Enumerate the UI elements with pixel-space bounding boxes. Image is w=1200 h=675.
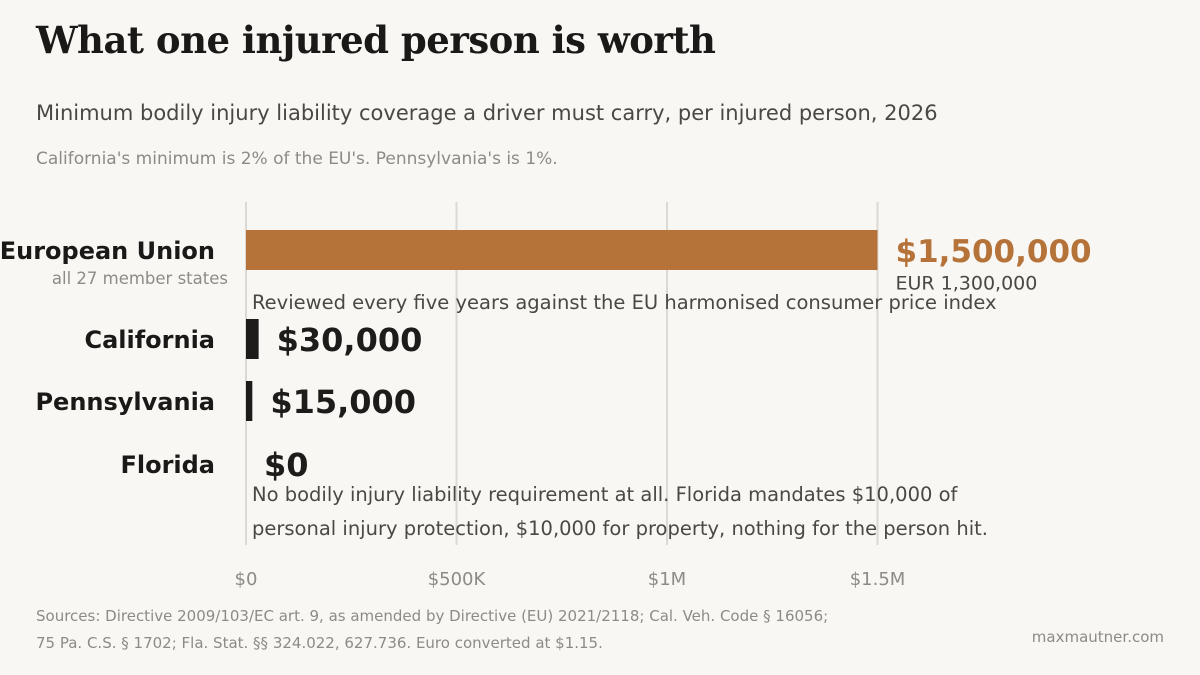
chart-title: What one injured person is worth xyxy=(36,18,716,62)
value-label: $0 xyxy=(264,446,309,484)
secondary-value-label: EUR 1,300,000 xyxy=(896,273,1038,295)
bar-chart: $0 $500K $1M $1.5M European Union all 27 memb… xyxy=(0,202,1092,590)
bar xyxy=(246,230,878,270)
x-tick-label: $0 xyxy=(235,569,258,590)
x-tick-label: $500K xyxy=(428,569,487,590)
chart-note: California's minimum is 2% of the EU's. … xyxy=(36,149,558,169)
value-label: $1,500,000 xyxy=(896,234,1092,270)
value-label: $30,000 xyxy=(277,321,423,359)
sources-footer: Sources: Directive 2009/103/EC art. 9, a… xyxy=(36,603,828,657)
annotation: personal injury protection, $10,000 for … xyxy=(252,517,988,540)
x-tick-label: $1.5M xyxy=(850,569,906,590)
category-label: Florida xyxy=(120,451,215,479)
sources-line-2: 75 Pa. C.S. § 1702; Fla. Stat. §§ 324.02… xyxy=(36,634,603,652)
category-label: California xyxy=(84,326,215,354)
bar xyxy=(246,319,259,359)
annotation: No bodily injury liability requirement a… xyxy=(252,483,959,506)
value-label: $15,000 xyxy=(270,383,416,421)
sources-line-1: Sources: Directive 2009/103/EC art. 9, a… xyxy=(36,607,829,625)
chart-subtitle: Minimum bodily injury liability coverage… xyxy=(36,101,938,125)
annotation: Reviewed every five years against the EU… xyxy=(252,291,997,314)
site-credit: maxmautner.com xyxy=(1031,628,1164,646)
category-sublabel: all 27 member states xyxy=(52,269,228,288)
bar xyxy=(246,381,253,421)
x-tick-label: $1M xyxy=(648,569,686,590)
category-label: Pennsylvania xyxy=(35,388,215,416)
category-label: European Union xyxy=(0,237,215,265)
